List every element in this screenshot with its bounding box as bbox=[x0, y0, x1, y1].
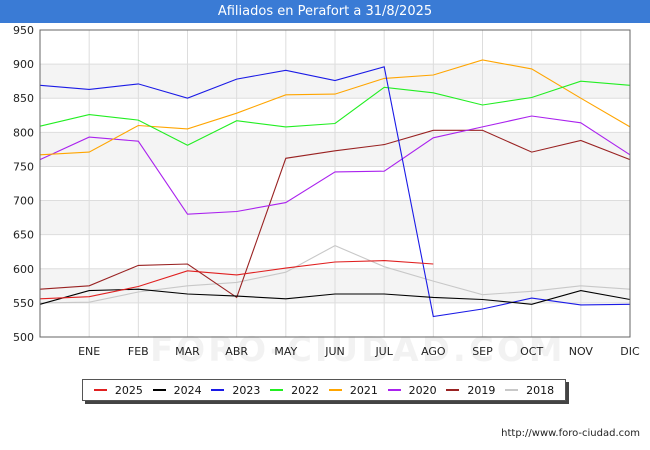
legend-label: 2018 bbox=[526, 383, 555, 397]
y-tick-label: 950 bbox=[13, 24, 34, 37]
series-line-2025 bbox=[39, 260, 434, 300]
series-line-2021 bbox=[39, 59, 631, 156]
legend-item-2024: 2024 bbox=[152, 383, 202, 397]
series-line-2018 bbox=[39, 244, 631, 304]
y-tick-label: 700 bbox=[13, 195, 34, 208]
series-line-2019 bbox=[39, 129, 631, 299]
x-tick-label: AGO bbox=[421, 345, 446, 358]
y-tick-label: 800 bbox=[13, 126, 34, 139]
x-tick-label: FEB bbox=[128, 345, 149, 358]
legend-swatch bbox=[211, 389, 225, 391]
x-tick-label: MAY bbox=[274, 345, 297, 358]
series-line-2024 bbox=[39, 288, 631, 305]
x-tick-label: DIC bbox=[620, 345, 640, 358]
legend-item-2022: 2022 bbox=[270, 384, 319, 397]
y-tick-label: 500 bbox=[13, 331, 34, 344]
y-tick-label: 650 bbox=[13, 229, 34, 242]
y-tick-label: 550 bbox=[13, 297, 34, 310]
legend: 2025 2024 2023 2022 2021 2020 2019 2018 bbox=[82, 379, 566, 401]
legend-label: 2019 bbox=[467, 383, 496, 397]
legend-label: 2025 bbox=[114, 383, 143, 397]
legend-swatch bbox=[446, 389, 460, 391]
legend-item-2020: 2020 bbox=[387, 383, 437, 397]
legend-swatch bbox=[270, 389, 284, 391]
x-tick-label: JUL bbox=[374, 345, 393, 358]
chart-title: Afiliados en Perafort a 31/8/2025 bbox=[0, 0, 650, 23]
y-tick-label: 750 bbox=[13, 160, 34, 173]
legend-label: 2020 bbox=[408, 383, 437, 397]
x-tick-label: OCT bbox=[520, 345, 543, 358]
legend-swatch bbox=[152, 389, 166, 391]
legend-item-2021: 2021 bbox=[328, 383, 378, 397]
y-tick-label: 850 bbox=[13, 92, 34, 105]
source-url: http://www.foro-ciudad.com bbox=[501, 428, 640, 439]
legend-swatch bbox=[505, 389, 519, 391]
series-line-2022 bbox=[39, 80, 631, 146]
legend-label: 2024 bbox=[173, 383, 202, 397]
legend-item-2023: 2023 bbox=[211, 384, 260, 397]
legend-label: 2021 bbox=[349, 383, 378, 397]
legend-swatch bbox=[328, 389, 342, 391]
x-tick-label: MAR bbox=[175, 345, 200, 358]
x-tick-label: ENE bbox=[78, 345, 100, 358]
y-tick-label: 900 bbox=[13, 58, 34, 71]
legend-label: 2023 bbox=[232, 383, 261, 397]
x-tick-label: SEP bbox=[472, 345, 493, 358]
y-tick-label: 600 bbox=[13, 263, 34, 276]
x-tick-label: ABR bbox=[225, 345, 248, 358]
legend-swatch bbox=[93, 389, 107, 391]
series-line-2023 bbox=[39, 66, 631, 318]
series-line-2020 bbox=[39, 115, 631, 215]
x-tick-label: JUN bbox=[324, 345, 345, 358]
x-tick-label: NOV bbox=[569, 345, 594, 358]
legend-item-2019: 2019 bbox=[446, 384, 495, 397]
legend-label: 2022 bbox=[291, 383, 320, 397]
legend-item-2018: 2018 bbox=[505, 384, 554, 397]
legend-item-2025: 2025 bbox=[93, 383, 143, 397]
plot-area-frame bbox=[39, 29, 631, 338]
legend-swatch bbox=[387, 389, 401, 391]
